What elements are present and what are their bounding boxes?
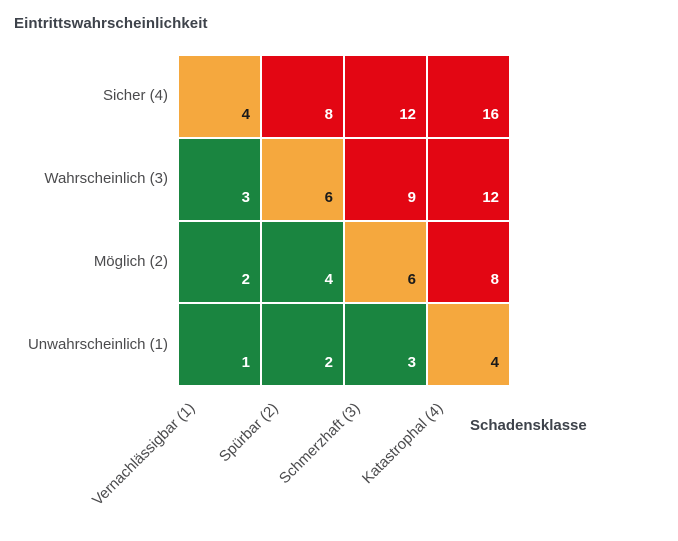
x-axis-label-4: Katastrophal (4) (359, 399, 447, 488)
chart-title: Eintrittswahrscheinlichkeit (14, 15, 208, 32)
y-axis-label-2: Wahrscheinlich (3) (44, 170, 168, 187)
heatmap-cell-r2-c1: 3 (179, 138, 260, 220)
heatmap-cell-r3-c1: 2 (179, 221, 260, 303)
x-axis-label-1: Vernachlässigbar (1) (89, 399, 199, 510)
heatmap-cell-r2-c2: 6 (262, 138, 343, 220)
heatmap-cell-r3-c3: 6 (345, 221, 426, 303)
heatmap-cell-r4-c3: 3 (345, 304, 426, 385)
x-axis-label-2: Spürbar (2) (216, 399, 282, 466)
heatmap-cell-r3-c2: 4 (262, 221, 343, 303)
heatmap-cell-r2-c4: 12 (428, 138, 509, 220)
heatmap-cell-r1-c1: 4 (179, 56, 260, 137)
heatmap-cell-r4-c4: 4 (428, 304, 509, 385)
heatmap-cell-r3-c4: 8 (428, 221, 509, 303)
heatmap-cell-r1-c2: 8 (262, 56, 343, 137)
heatmap-cell-r4-c2: 2 (262, 304, 343, 385)
heatmap-cell-r1-c4: 16 (428, 56, 509, 137)
heatmap-cell-r1-c3: 12 (345, 56, 426, 137)
y-axis-label-3: Möglich (2) (93, 253, 168, 270)
heatmap-grid: 4 8 12 16 3 6 9 12 2 4 6 8 1 2 3 4 (179, 56, 509, 385)
x-axis-label-3: Schmerzhaft (3) (276, 399, 364, 488)
heatmap-cell-r4-c1: 1 (179, 304, 260, 385)
heatmap-cell-r2-c3: 9 (345, 138, 426, 220)
x-axis-title: Schadensklasse (470, 417, 587, 434)
y-axis-label-4: Unwahrscheinlich (1) (27, 336, 168, 353)
y-axis-label-1: Sicher (4) (102, 87, 168, 104)
